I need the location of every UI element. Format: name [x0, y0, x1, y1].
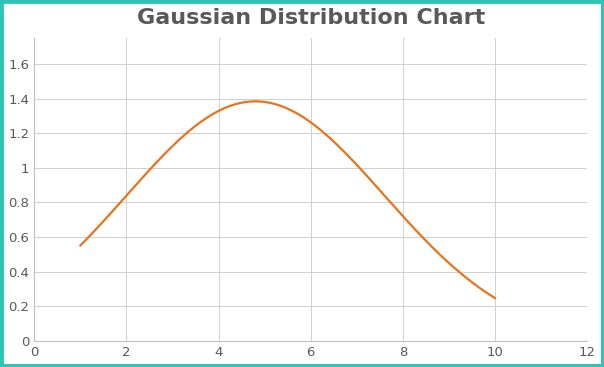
Title: Gaussian Distribution Chart: Gaussian Distribution Chart	[137, 8, 485, 28]
